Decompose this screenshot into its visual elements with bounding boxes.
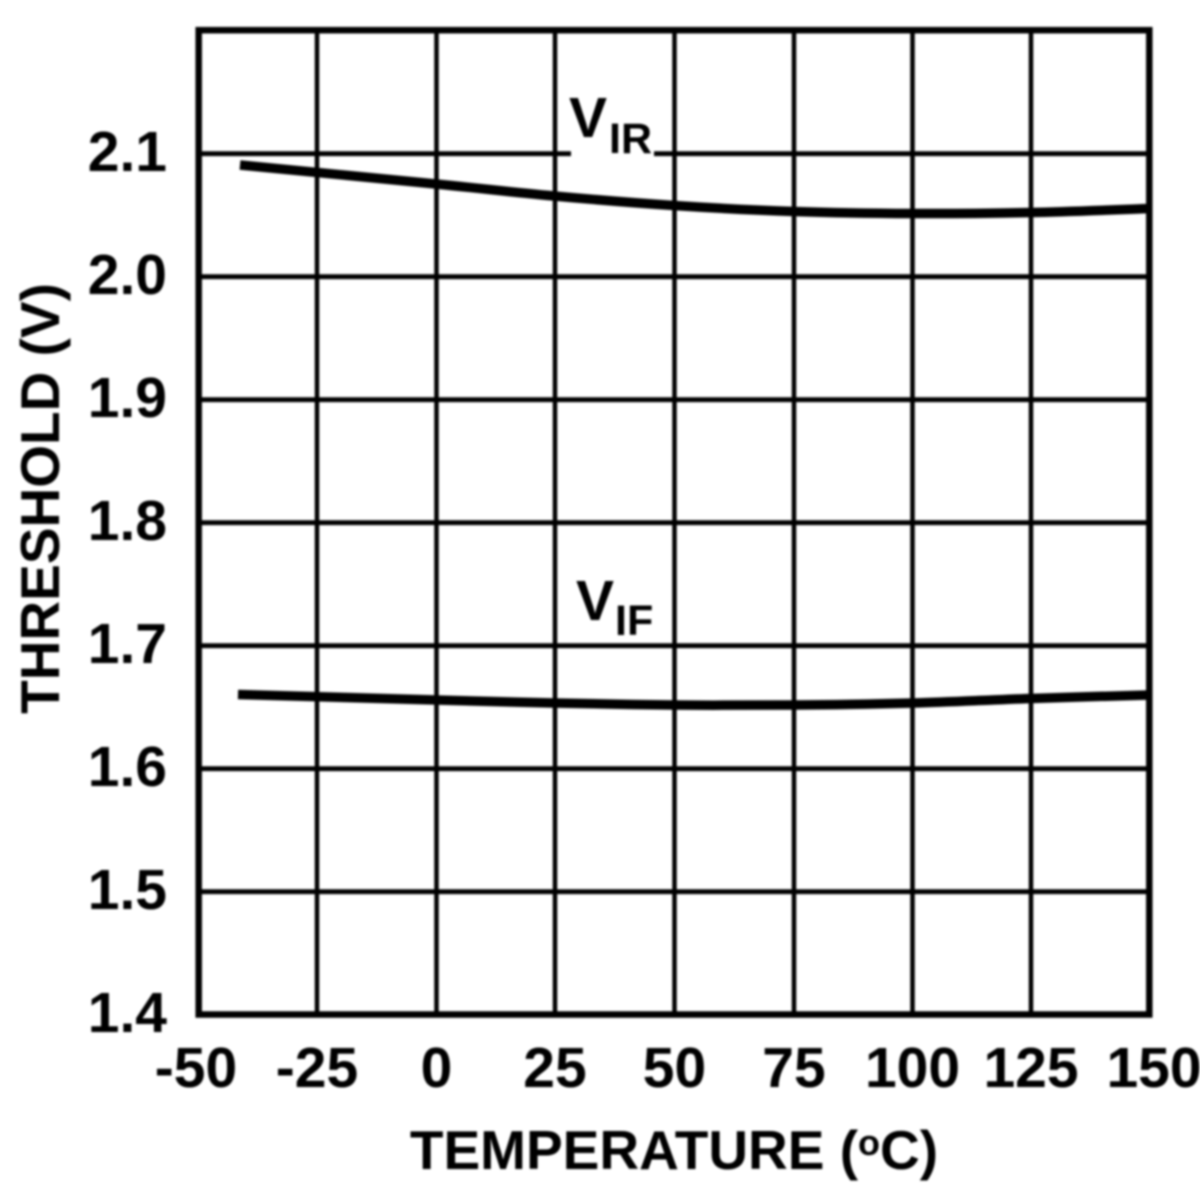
svg-text:150: 150 xyxy=(1106,1036,1200,1100)
svg-text:2.1: 2.1 xyxy=(88,120,167,184)
svg-text:125: 125 xyxy=(983,1036,1078,1100)
svg-text:0: 0 xyxy=(421,1036,453,1100)
svg-text:TEMPERATURE (oC): TEMPERATURE (oC) xyxy=(410,1119,938,1181)
svg-text:75: 75 xyxy=(762,1036,825,1100)
svg-text:25: 25 xyxy=(523,1036,586,1100)
svg-text:1.5: 1.5 xyxy=(88,858,167,922)
svg-text:V: V xyxy=(576,569,614,633)
svg-text:2.0: 2.0 xyxy=(88,243,167,307)
svg-text:1.9: 1.9 xyxy=(88,366,167,430)
svg-text:1.8: 1.8 xyxy=(88,489,167,553)
svg-text:-50: -50 xyxy=(155,1036,237,1100)
svg-text:1.6: 1.6 xyxy=(88,735,167,799)
svg-text:V: V xyxy=(569,86,607,150)
svg-text:-25: -25 xyxy=(276,1036,358,1100)
svg-text:50: 50 xyxy=(643,1036,706,1100)
svg-text:100: 100 xyxy=(865,1036,960,1100)
svg-text:IF: IF xyxy=(615,597,653,645)
svg-text:IR: IR xyxy=(609,115,652,163)
svg-text:1.7: 1.7 xyxy=(88,612,167,676)
svg-text:THRESHOLD (V): THRESHOLD (V) xyxy=(9,283,71,714)
svg-text:1.4: 1.4 xyxy=(88,981,168,1045)
